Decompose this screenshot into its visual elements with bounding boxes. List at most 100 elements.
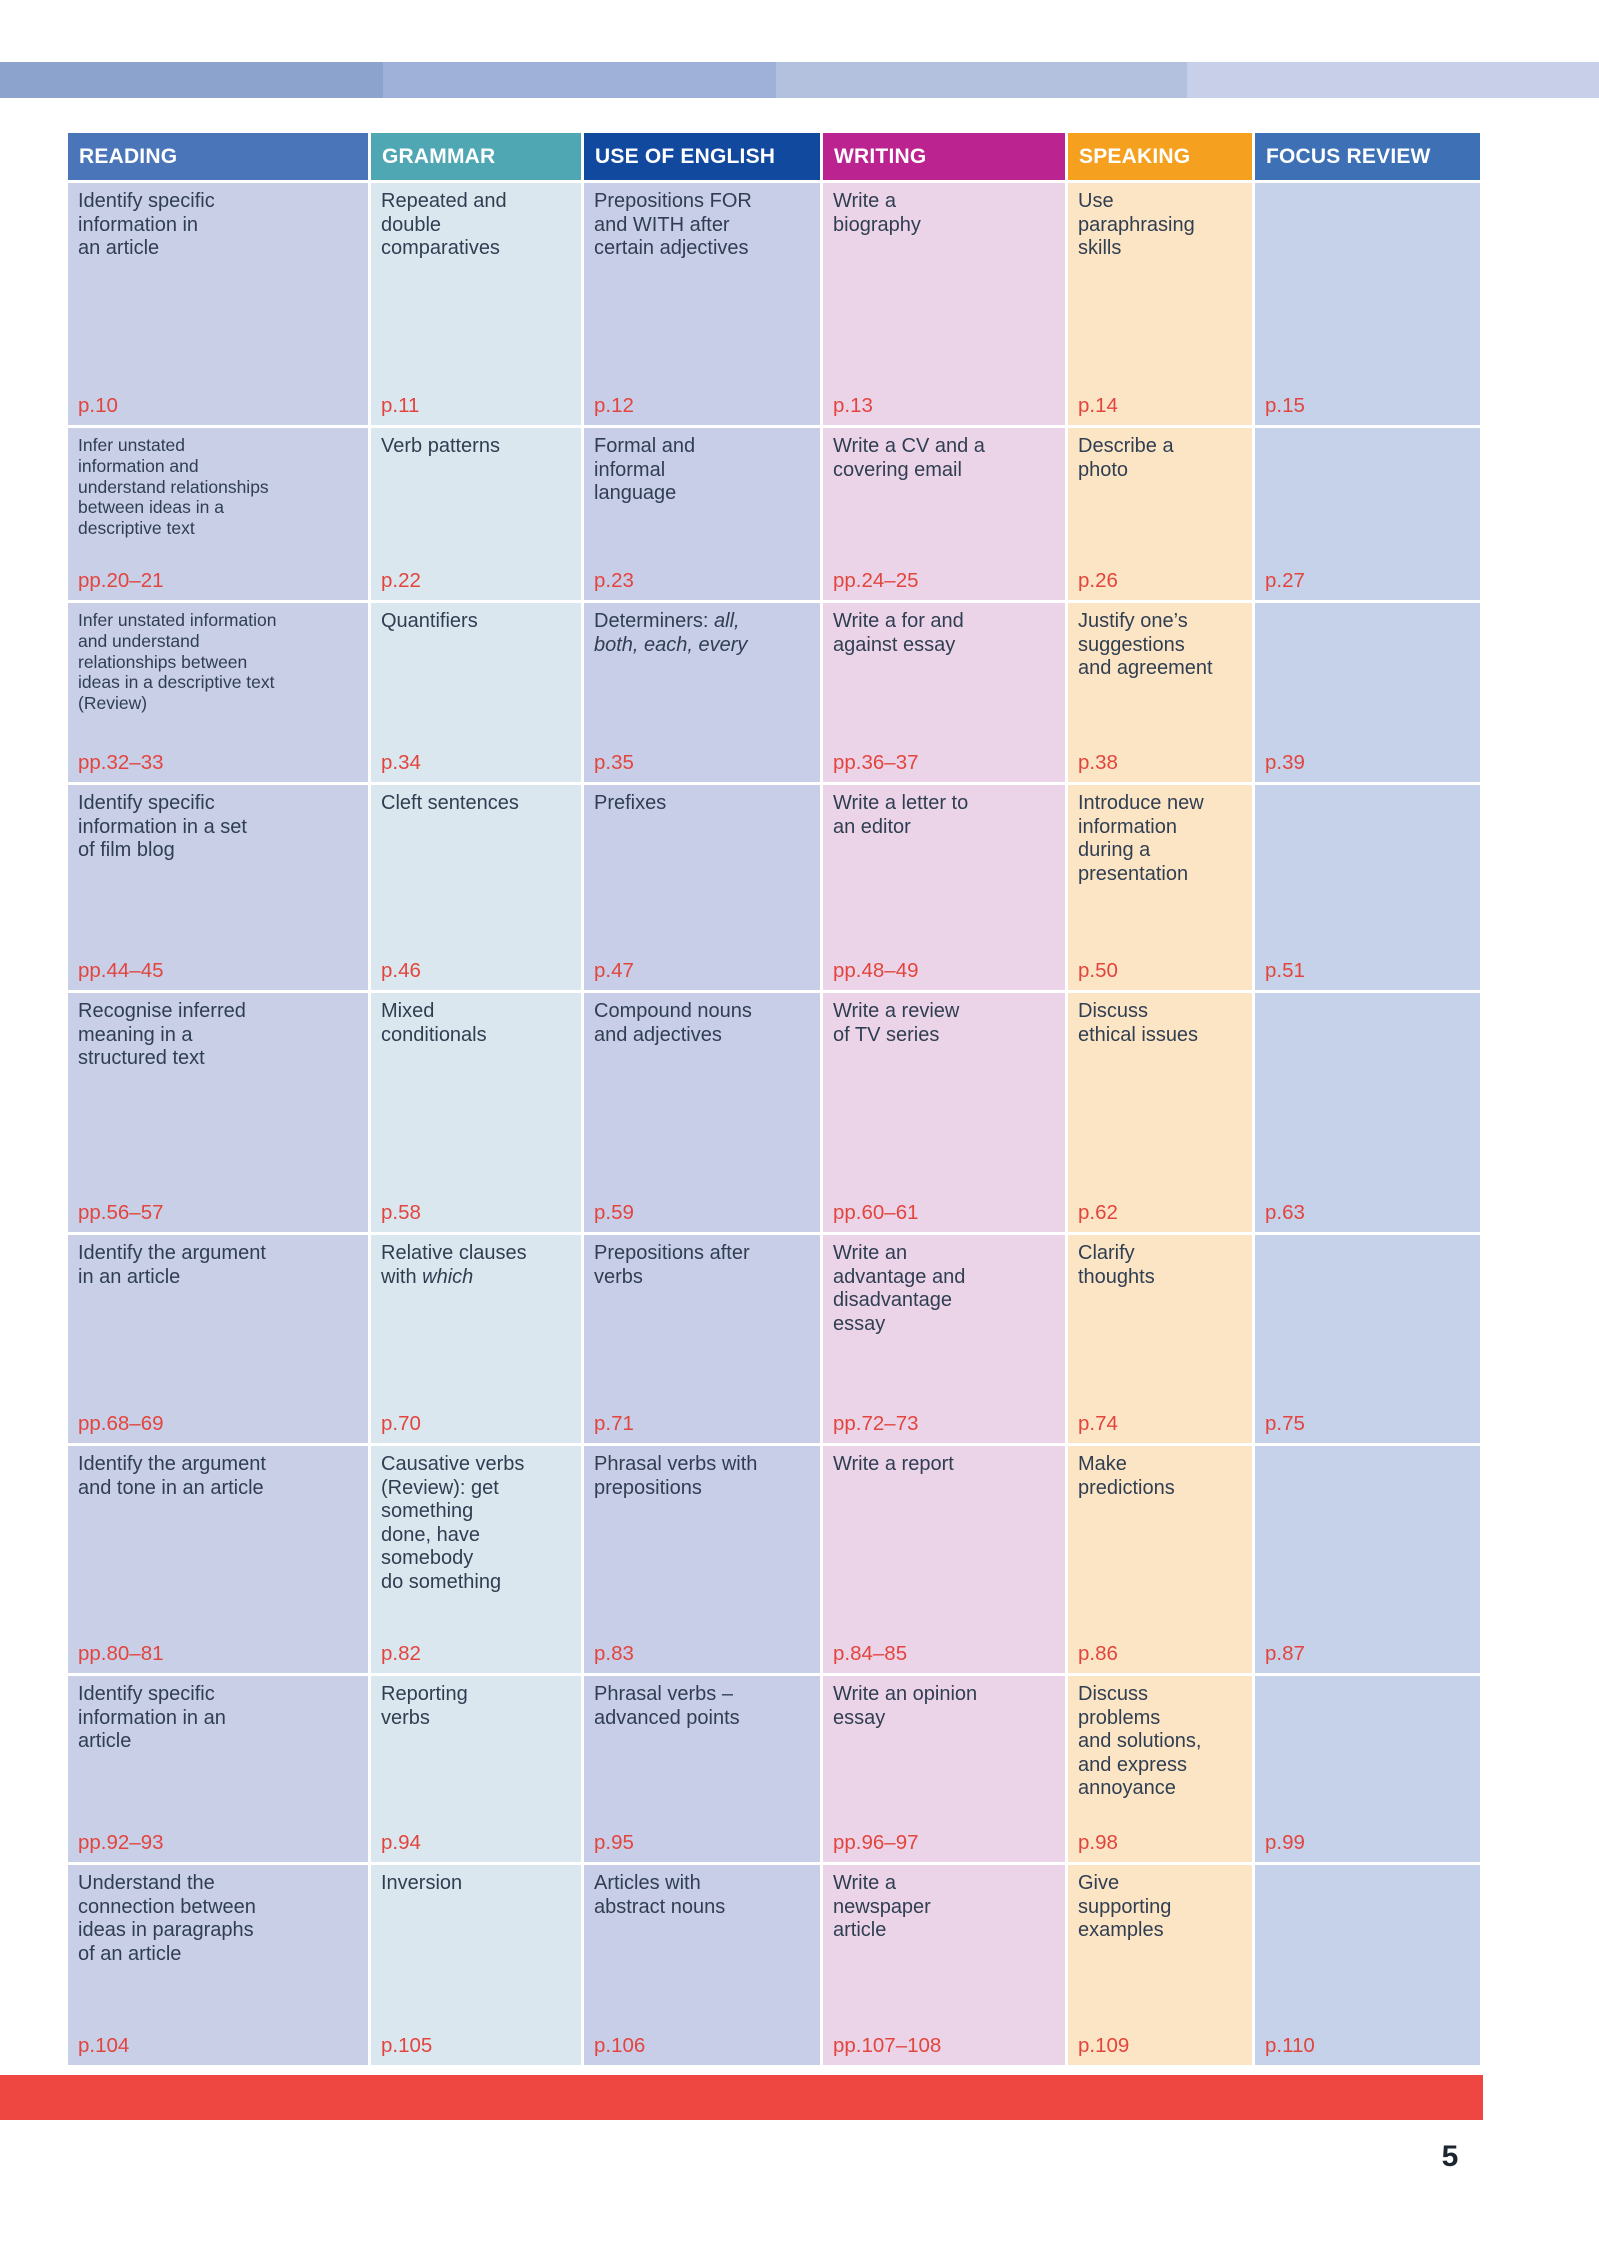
page-reference: p.39 bbox=[1265, 751, 1305, 774]
page-reference: p.11 bbox=[381, 394, 420, 417]
page-reference: pp.92–93 bbox=[78, 1831, 164, 1854]
toc-cell-writing: Write a letter to an editor pp.48–49 bbox=[823, 785, 1065, 990]
cell-text-part: Write a CV and a covering email bbox=[833, 435, 985, 481]
cell-text: Write a report bbox=[833, 1453, 1061, 1477]
cell-text-part: Identify the argument and tone in an art… bbox=[78, 1453, 266, 1499]
page-reference: pp.48–49 bbox=[833, 959, 919, 982]
page-reference: pp.44–45 bbox=[78, 959, 164, 982]
cell-text: Inversion bbox=[381, 1872, 577, 1896]
column-header-grammar: GRAMMAR bbox=[371, 133, 581, 180]
cell-text-part: Prepositions FOR and WITH after certain … bbox=[594, 190, 752, 259]
cell-text: Recognise inferred meaning in a structur… bbox=[78, 1000, 364, 1071]
page-reference: p.71 bbox=[594, 1412, 634, 1435]
toc-cell-speaking: Discuss problems and solutions, and expr… bbox=[1068, 1676, 1252, 1862]
cell-text-part: Infer unstated information and understan… bbox=[78, 610, 277, 714]
cell-text-part: Inversion bbox=[381, 1872, 463, 1894]
page-reference: pp.56–57 bbox=[78, 1201, 164, 1224]
cell-text-part: Repeated and double comparatives bbox=[381, 190, 507, 259]
column-header-label: GRAMMAR bbox=[382, 144, 496, 168]
column-header-label: USE OF ENGLISH bbox=[595, 144, 776, 168]
top-bar-segment bbox=[0, 62, 383, 98]
cell-text: Discuss ethical issues bbox=[1078, 1000, 1248, 1047]
cell-text-part: Verb patterns bbox=[381, 435, 500, 457]
column-header-label: READING bbox=[79, 144, 178, 168]
toc-cell-grammar: Verb patterns p.22 bbox=[371, 428, 581, 600]
page-reference: pp.36–37 bbox=[833, 751, 919, 774]
top-bar-segment bbox=[1187, 62, 1599, 98]
toc-cell-speaking: Make predictions p.86 bbox=[1068, 1446, 1252, 1673]
cell-text-part: Write an advantage and disadvantage essa… bbox=[833, 1242, 966, 1335]
page-reference: p.50 bbox=[1078, 959, 1118, 982]
cell-text-part: Prefixes bbox=[594, 792, 667, 814]
toc-cell-reading: Understand the connection between ideas … bbox=[68, 1865, 368, 2065]
cell-text: Justify one’s suggestions and agreement bbox=[1078, 610, 1248, 681]
toc-cell-reading: Infer unstated information and understan… bbox=[68, 603, 368, 782]
page-reference: p.82 bbox=[381, 1642, 421, 1665]
toc-cell-grammar: Relative clauses with which p.70 bbox=[371, 1235, 581, 1443]
toc-cell-use_of_english: Phrasal verbs – advanced points p.95 bbox=[584, 1676, 820, 1862]
page-reference: p.14 bbox=[1078, 394, 1118, 417]
cell-text: Give supporting examples bbox=[1078, 1872, 1248, 1943]
toc-cell-writing: Write an advantage and disadvantage essa… bbox=[823, 1235, 1065, 1443]
toc-cell-use_of_english: Compound nouns and adjectives p.59 bbox=[584, 993, 820, 1232]
cell-text: Identify specific information in an arti… bbox=[78, 1683, 364, 1754]
cell-text: Quantifiers bbox=[381, 610, 577, 634]
cell-text-part: all, both, each, every bbox=[594, 610, 748, 656]
page-reference: p.105 bbox=[381, 2034, 433, 2057]
cell-text: Phrasal verbs – advanced points bbox=[594, 1683, 816, 1730]
cell-text: Write an advantage and disadvantage essa… bbox=[833, 1242, 1061, 1336]
cell-text-part: Prepositions after verbs bbox=[594, 1242, 750, 1288]
page-reference: p.83 bbox=[594, 1642, 634, 1665]
page-reference: p.94 bbox=[381, 1831, 421, 1854]
cell-text: Write a newspaper article bbox=[833, 1872, 1061, 1943]
toc-cell-reading: Identify the argument and tone in an art… bbox=[68, 1446, 368, 1673]
page-number: 5 bbox=[1441, 2140, 1459, 2173]
cell-text: Compound nouns and adjectives bbox=[594, 1000, 816, 1047]
cell-text: Use paraphrasing skills bbox=[1078, 190, 1248, 261]
cell-text: Clarify thoughts bbox=[1078, 1242, 1248, 1289]
cell-text-part: Articles with abstract nouns bbox=[594, 1872, 726, 1918]
cell-text-part: Introduce new information during a prese… bbox=[1078, 792, 1204, 885]
cell-text-part: Make predictions bbox=[1078, 1453, 1175, 1499]
page-reference: p.109 bbox=[1078, 2034, 1130, 2057]
cell-text: Reporting verbs bbox=[381, 1683, 577, 1730]
cell-text-part: Discuss ethical issues bbox=[1078, 1000, 1199, 1046]
cell-text: Write a for and against essay bbox=[833, 610, 1061, 657]
toc-cell-focus_review: p.27 bbox=[1255, 428, 1480, 600]
toc-cell-grammar: Inversion p.105 bbox=[371, 1865, 581, 2065]
column-header-use_of_english: USE OF ENGLISH bbox=[584, 133, 820, 180]
page-reference: pp.60–61 bbox=[833, 1201, 919, 1224]
cell-text: Prefixes bbox=[594, 792, 816, 816]
cell-text: Prepositions after verbs bbox=[594, 1242, 816, 1289]
page-reference: p.62 bbox=[1078, 1201, 1118, 1224]
page-reference: p.99 bbox=[1265, 1831, 1305, 1854]
page-reference: p.58 bbox=[381, 1201, 421, 1224]
page-reference: p.104 bbox=[78, 2034, 130, 2057]
cell-text: Write a letter to an editor bbox=[833, 792, 1061, 839]
cell-text-part: Understand the connection between ideas … bbox=[78, 1872, 256, 1965]
cell-text-part: Mixed conditionals bbox=[381, 1000, 487, 1046]
column-header-speaking: SPEAKING bbox=[1068, 133, 1252, 180]
cell-text-part: Discuss problems and solutions, and expr… bbox=[1078, 1683, 1202, 1799]
cell-text: Write a biography bbox=[833, 190, 1061, 237]
toc-cell-writing: Write a for and against essay pp.36–37 bbox=[823, 603, 1065, 782]
cell-text: Articles with abstract nouns bbox=[594, 1872, 816, 1919]
toc-cell-use_of_english: Prepositions after verbs p.71 bbox=[584, 1235, 820, 1443]
cell-text-part: Write a biography bbox=[833, 190, 921, 236]
cell-text-part: Identify the argument in an article bbox=[78, 1242, 266, 1288]
cell-text-part: Write a newspaper article bbox=[833, 1872, 931, 1941]
toc-cell-focus_review: p.63 bbox=[1255, 993, 1480, 1232]
toc-cell-use_of_english: Phrasal verbs with prepositions p.83 bbox=[584, 1446, 820, 1673]
cell-text-part: Causative verbs (Review): get something … bbox=[381, 1453, 525, 1593]
toc-cell-speaking: Use paraphrasing skills p.14 bbox=[1068, 183, 1252, 425]
column-header-label: WRITING bbox=[834, 144, 927, 168]
cell-text-part: Quantifiers bbox=[381, 610, 478, 632]
page-reference: p.95 bbox=[594, 1831, 634, 1854]
cell-text-part: Identify specific information in an arti… bbox=[78, 1683, 226, 1752]
toc-cell-writing: Write a CV and a covering email pp.24–25 bbox=[823, 428, 1065, 600]
toc-cell-speaking: Describe a photo p.26 bbox=[1068, 428, 1252, 600]
page-reference: p.87 bbox=[1265, 1642, 1305, 1665]
page-reference: p.46 bbox=[381, 959, 421, 982]
toc-cell-use_of_english: Articles with abstract nouns p.106 bbox=[584, 1865, 820, 2065]
top-decorative-bar bbox=[0, 62, 1599, 98]
